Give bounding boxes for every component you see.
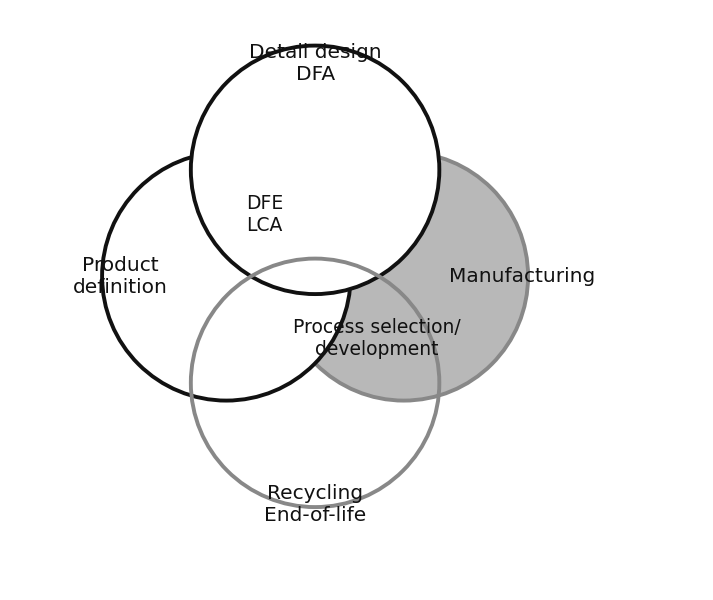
Circle shape: [102, 152, 351, 401]
Text: Manufacturing: Manufacturing: [449, 267, 595, 286]
Circle shape: [191, 46, 439, 294]
Text: DFE
LCA: DFE LCA: [246, 194, 283, 235]
Text: Product
definition: Product definition: [73, 256, 168, 297]
Text: Recycling
End-of-life: Recycling End-of-life: [264, 484, 366, 524]
Text: Process selection/
development: Process selection/ development: [293, 318, 461, 359]
Text: Detail design
DFA: Detail design DFA: [249, 43, 381, 84]
Circle shape: [279, 152, 528, 401]
